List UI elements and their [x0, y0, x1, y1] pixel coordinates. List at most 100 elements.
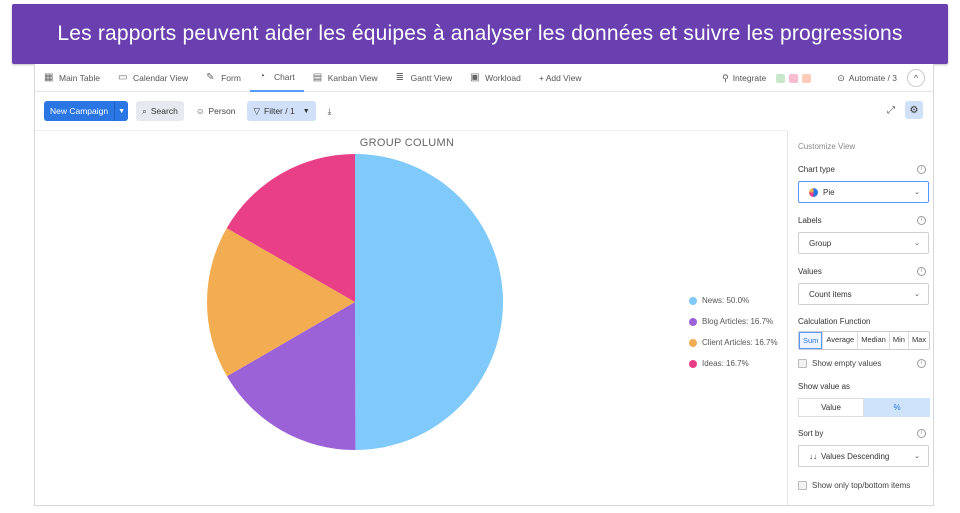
search-icon: ⌕ — [142, 105, 147, 116]
legend-label: Client Articles: 16.7% — [702, 338, 778, 347]
panel-title: Customize View — [798, 142, 856, 151]
calc-option-median[interactable]: Median — [857, 332, 889, 349]
show-value-as-row: Show value as — [798, 382, 851, 391]
integrate-icon: ⚲ — [722, 72, 729, 83]
values-row: Values i — [798, 267, 926, 276]
chevron-down-icon: ⌄ — [914, 240, 920, 247]
top-bottom-row: Show only top/bottom items — [798, 481, 910, 490]
calc-option-sum[interactable]: Sum — [799, 332, 823, 349]
banner: Les rapports peuvent aider les équipes à… — [12, 4, 948, 64]
tab-chart[interactable]: ◔ Chart — [249, 64, 304, 92]
legend-swatch — [689, 317, 697, 326]
new-campaign-button[interactable]: New Campaign ▼ — [44, 101, 129, 121]
pie-icon — [809, 187, 818, 197]
chart-icon: ◔ — [258, 70, 265, 82]
calc-option-average[interactable]: Average — [822, 332, 857, 349]
calc-function-row: Calculation Function — [798, 317, 871, 326]
top-bottom-checkbox[interactable] — [798, 481, 807, 490]
search-button[interactable]: ⌕ Search — [136, 101, 184, 121]
legend-item[interactable]: Client Articles: 16.7% — [689, 332, 778, 353]
calendar-app-icon — [802, 73, 812, 83]
show-empty-checkbox[interactable] — [798, 359, 807, 368]
info-icon[interactable]: i — [917, 267, 926, 276]
values-select[interactable]: Count items ⌄ — [798, 283, 929, 305]
gantt-icon: ≣ — [395, 71, 405, 83]
show-value-option-percent[interactable]: % — [864, 398, 930, 417]
legend-label: Blog Articles: 16.7% — [702, 317, 774, 326]
chevron-up-icon: ^ — [913, 73, 919, 83]
kanban-icon: ▤ — [312, 71, 323, 83]
chevron-down-icon[interactable]: ▼ — [114, 101, 128, 121]
show-value-option-value[interactable]: Value — [798, 398, 864, 417]
calc-option-max[interactable]: Max — [907, 332, 929, 349]
labels-select[interactable]: Group ⌄ — [798, 232, 929, 254]
chevron-down-icon: ⌄ — [914, 189, 920, 196]
filter-button[interactable]: ▽ Filter / 1 ▼ — [247, 101, 316, 121]
chevron-down-icon: ▼ — [302, 107, 310, 115]
chart-title: GROUP COLUMN — [359, 137, 455, 149]
view-tabs: ▦ Main Table ▭ Calendar View ✎ Form ◔ Ch… — [35, 64, 933, 92]
info-icon[interactable]: i — [917, 216, 926, 225]
board-toolbar: New Campaign ▼ ⌕ Search ☺ Person ▽ Filte… — [35, 93, 933, 129]
chart-legend: News: 50.0% Blog Articles: 16.7% Client Ar… — [689, 290, 778, 374]
info-icon[interactable]: i — [917, 165, 926, 174]
legend-label: News: 50.0% — [702, 296, 750, 305]
form-icon: ✎ — [206, 71, 215, 83]
pie-slice-blog-articles[interactable] — [226, 302, 356, 450]
info-icon[interactable]: i — [917, 429, 926, 438]
chart-area: GROUP COLUMN News: 50.0% Blog Articles: 1… — [35, 131, 787, 505]
settings-button[interactable]: ⚙ — [905, 101, 923, 119]
info-icon[interactable]: i — [917, 359, 926, 368]
sort-by-row: Sort by i — [798, 429, 926, 438]
workload-icon: ▣ — [470, 71, 480, 83]
robot-icon: ⊙ — [837, 72, 845, 83]
chart-type-select[interactable]: Pie ⌄ — [798, 181, 929, 203]
tab-main-table[interactable]: ▦ Main Table — [44, 71, 100, 83]
toolbar-right: ⤢ ⚙ — [887, 101, 923, 119]
tab-kanban-view[interactable]: ▤ Kanban View — [312, 71, 378, 83]
legend-label: Ideas: 16.7% — [702, 359, 749, 368]
filter-icon: ▽ — [253, 105, 260, 116]
integrate-button[interactable]: ⚲ Integrate — [722, 72, 812, 84]
app-frame: ▦ Main Table ▭ Calendar View ✎ Form ◔ Ch… — [34, 64, 934, 506]
sort-by-select[interactable]: ↓↓ Values Descending ⌄ — [798, 445, 929, 467]
legend-item[interactable]: Ideas: 16.7% — [689, 353, 778, 374]
download-button[interactable]: ⤓ — [324, 101, 336, 121]
pie-slice-ideas[interactable] — [226, 154, 355, 302]
show-empty-row: Show empty values i — [798, 359, 926, 368]
legend-swatch — [689, 359, 697, 368]
pie-slice-client-articles[interactable] — [207, 228, 355, 377]
calendar-icon: ▭ — [117, 71, 128, 83]
legend-item[interactable]: Blog Articles: 16.7% — [689, 311, 778, 332]
banner-text: Les rapports peuvent aider les équipes à… — [57, 22, 903, 45]
show-value-as-toggle: Value % — [798, 398, 930, 417]
tab-gantt-view[interactable]: ≣ Gantt View — [395, 71, 453, 83]
person-icon: ☺ — [195, 106, 205, 116]
customize-panel: Customize View Chart type i Pie ⌄ Labels… — [787, 131, 933, 505]
tabs-right: ⚲ Integrate ⊙ Automate / 3 ^ — [722, 64, 925, 92]
legend-item[interactable]: News: 50.0% — [689, 290, 778, 311]
slack-icon — [776, 73, 786, 83]
legend-swatch — [689, 338, 697, 347]
calc-option-min[interactable]: Min — [888, 332, 908, 349]
pie-slice-news[interactable] — [355, 154, 503, 450]
collapse-button[interactable]: ^ — [907, 69, 925, 87]
add-view-button[interactable]: + Add View — [538, 72, 582, 83]
download-icon: ⤓ — [327, 105, 332, 116]
chevron-down-icon: ⌄ — [914, 453, 920, 460]
chart-type-row: Chart type i — [798, 165, 926, 174]
person-filter-button[interactable]: ☺ Person — [195, 106, 236, 116]
calc-function-options: Sum Average Median Min Max — [798, 331, 931, 350]
automate-button[interactable]: ⊙ Automate / 3 — [837, 72, 897, 84]
legend-swatch — [689, 296, 697, 305]
divider — [35, 130, 787, 131]
gmail-icon — [789, 73, 799, 83]
tab-calendar-view[interactable]: ▭ Calendar View — [117, 71, 189, 83]
pie-chart — [207, 154, 503, 450]
table-icon: ▦ — [44, 71, 54, 83]
tab-workload[interactable]: ▣ Workload — [470, 71, 521, 83]
labels-row: Labels i — [798, 216, 926, 225]
fullscreen-icon[interactable]: ⤢ — [887, 104, 895, 116]
sort-icon: ↓↓ — [809, 451, 817, 461]
tab-form[interactable]: ✎ Form — [206, 71, 241, 83]
